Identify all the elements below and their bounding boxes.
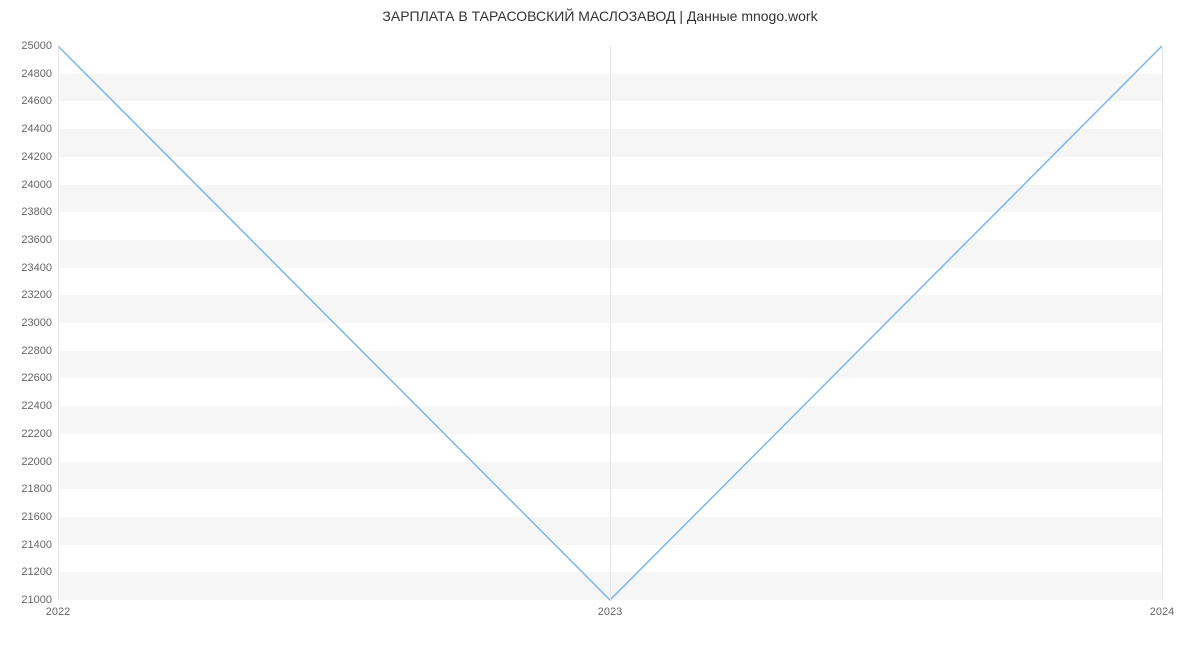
x-grid-line [610, 46, 611, 600]
y-tick-label: 23200 [21, 289, 52, 301]
y-tick-label: 22600 [21, 372, 52, 384]
y-tick-label: 21000 [21, 594, 52, 606]
y-tick-label: 23400 [21, 262, 52, 274]
x-tick-label: 2022 [46, 606, 70, 618]
y-tick-label: 24600 [21, 95, 52, 107]
y-tick-label: 23000 [21, 317, 52, 329]
y-tick-label: 25000 [21, 40, 52, 52]
y-tick-label: 24800 [21, 68, 52, 80]
y-tick-label: 21400 [21, 539, 52, 551]
y-tick-label: 24400 [21, 123, 52, 135]
x-grid-line [1162, 46, 1163, 600]
x-tick-label: 2023 [598, 606, 622, 618]
y-tick-label: 24200 [21, 151, 52, 163]
salary-chart: ЗАРПЛАТА В ТАРАСОВСКИЙ МАСЛОЗАВОД | Данн… [0, 0, 1200, 650]
y-tick-label: 22200 [21, 428, 52, 440]
y-tick-label: 23600 [21, 234, 52, 246]
y-tick-label: 21800 [21, 483, 52, 495]
chart-title: ЗАРПЛАТА В ТАРАСОВСКИЙ МАСЛОЗАВОД | Данн… [0, 8, 1200, 24]
plot-area: 2100021200214002160021800220002220022400… [58, 46, 1162, 600]
y-tick-label: 21600 [21, 511, 52, 523]
y-tick-label: 22800 [21, 345, 52, 357]
y-tick-label: 22400 [21, 400, 52, 412]
y-tick-label: 21200 [21, 566, 52, 578]
y-tick-label: 24000 [21, 179, 52, 191]
x-grid-line [58, 46, 59, 600]
x-tick-label: 2024 [1150, 606, 1174, 618]
y-tick-label: 22000 [21, 456, 52, 468]
y-tick-label: 23800 [21, 206, 52, 218]
